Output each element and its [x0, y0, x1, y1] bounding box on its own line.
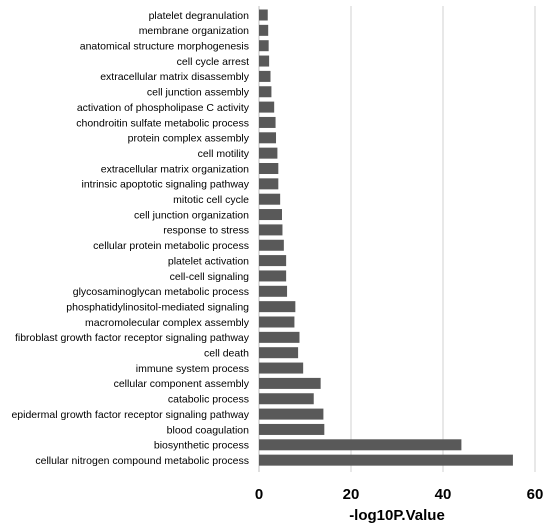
category-label: cell cycle arrest — [177, 56, 249, 68]
bar — [259, 270, 287, 282]
x-axis-title: -log10P.Value — [349, 507, 445, 524]
bar — [259, 9, 268, 21]
bar — [259, 24, 269, 36]
x-tick-label: 0 — [255, 486, 263, 503]
category-label: biosynthetic process — [154, 440, 249, 452]
bar — [259, 209, 282, 221]
category-label: cellular protein metabolic process — [93, 240, 249, 252]
bar — [259, 285, 288, 297]
category-label: platelet activation — [168, 255, 249, 267]
category-label: phosphatidylinositol-mediated signaling — [66, 301, 249, 313]
category-label: protein complex assembly — [128, 133, 250, 145]
category-labels: platelet degranulation membrane organizat… — [11, 10, 249, 467]
bar — [259, 163, 279, 174]
bar — [259, 331, 300, 343]
bars-layer — [259, 9, 513, 466]
bar — [259, 116, 276, 128]
bar — [259, 40, 269, 52]
bar — [259, 301, 296, 313]
category-label: extracellular matrix organization — [101, 163, 249, 175]
category-label: response to stress — [163, 225, 249, 237]
category-label: cell-cell signaling — [170, 271, 250, 283]
category-label: epidermal growth factor receptor signali… — [11, 409, 249, 421]
bar — [259, 347, 299, 359]
category-label: fibroblast growth factor receptor signal… — [15, 332, 250, 344]
category-label: chondroitin sulfate metabolic process — [76, 117, 249, 129]
category-label: mitotic cell cycle — [173, 194, 249, 206]
x-tick-labels: 0 20 40 60 — [255, 486, 544, 503]
category-label: membrane organization — [139, 25, 249, 37]
category-label: catabolic process — [168, 394, 249, 406]
x-tick-label: 20 — [343, 486, 360, 503]
category-label: blood coagulation — [167, 424, 249, 436]
bar — [259, 439, 462, 451]
bar — [259, 147, 278, 159]
category-label: cell junction organization — [134, 209, 249, 221]
category-label: cell motility — [198, 148, 250, 160]
category-label: cellular nitrogen compound metabolic pro… — [35, 455, 249, 467]
bar — [259, 255, 287, 267]
category-label: extracellular matrix disassembly — [100, 71, 250, 83]
category-label: platelet degranulation — [149, 10, 250, 22]
bar — [259, 193, 281, 205]
bar — [259, 423, 325, 435]
category-label: cell junction assembly — [147, 87, 250, 99]
x-tick-label: 40 — [435, 486, 452, 503]
bar — [259, 101, 275, 113]
bar — [259, 362, 304, 374]
bar — [259, 86, 272, 98]
category-label: anatomical structure morphogenesis — [80, 41, 249, 53]
bar — [259, 408, 324, 420]
bar — [259, 454, 513, 466]
category-label: cell death — [204, 348, 249, 360]
bar — [259, 70, 271, 82]
category-label: immune system process — [136, 363, 249, 375]
bar — [259, 178, 279, 190]
bar — [259, 224, 283, 236]
category-label: intrinsic apoptotic signaling pathway — [81, 179, 249, 191]
category-label: glycosaminoglycan metabolic process — [73, 286, 249, 298]
category-label: macromolecular complex assembly — [85, 317, 250, 329]
bar — [259, 316, 295, 328]
bar — [259, 377, 321, 389]
category-label: cellular component assembly — [114, 378, 250, 390]
bar — [259, 239, 284, 251]
bar — [259, 55, 270, 67]
x-tick-label: 60 — [527, 486, 544, 503]
bar — [259, 132, 277, 144]
bar — [259, 393, 314, 405]
category-label: activation of phospholipase C activity — [77, 102, 250, 114]
